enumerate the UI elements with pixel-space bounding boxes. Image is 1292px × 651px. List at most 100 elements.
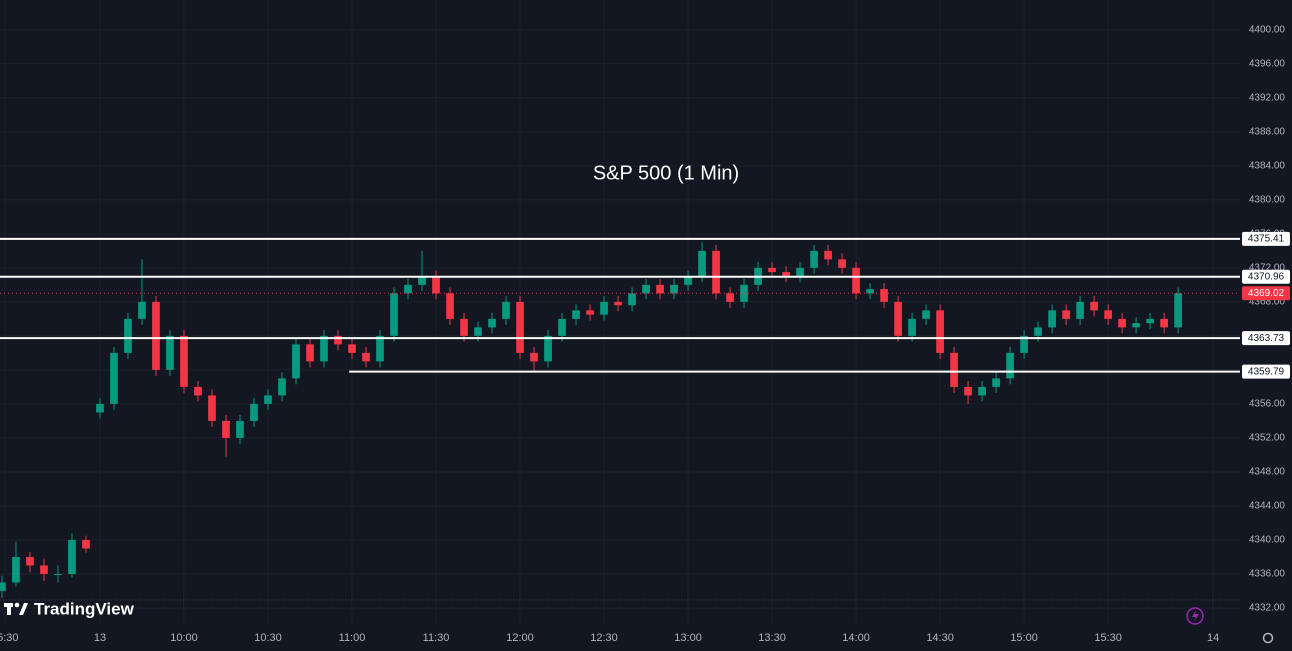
candle-body — [964, 386, 972, 396]
candle-body — [348, 344, 356, 353]
candle-body — [264, 395, 272, 404]
level-label-box — [1242, 269, 1290, 284]
x-tick-label: 12:30 — [590, 632, 618, 644]
candle-body — [614, 301, 622, 306]
candle-body — [768, 267, 776, 273]
candle-body — [12, 556, 20, 583]
candle-body — [334, 335, 342, 345]
candle-body — [292, 344, 300, 379]
candle-body — [96, 403, 104, 413]
x-tick-label: 14:30 — [926, 632, 954, 644]
overlay: 4332.00 4336.00 4340.00 4344.00 4348.00 4352.… — [0, 24, 1290, 644]
y-tick-label: 4348.00 — [1249, 467, 1286, 478]
candle-body — [376, 335, 384, 362]
candle-body — [194, 386, 202, 396]
candle-body — [1048, 310, 1056, 328]
candle-body — [446, 293, 454, 319]
level-label: 4375.41 — [1248, 234, 1285, 245]
lightning-icon[interactable] — [1186, 607, 1204, 625]
x-tick-label: 13:00 — [674, 632, 702, 644]
candle-body — [544, 335, 552, 362]
candle-body — [810, 250, 818, 268]
level-label: 4370.96 — [1248, 271, 1285, 282]
x-tick-label: 13:30 — [758, 632, 786, 644]
candle-body — [278, 378, 286, 396]
x-tick-label: 14:00 — [842, 632, 870, 644]
candle-body — [1104, 310, 1112, 319]
candle-body — [1118, 318, 1126, 328]
candle-body — [782, 272, 790, 277]
x-tick-label: 15:30 — [0, 632, 19, 644]
y-tick-label: 4392.00 — [1249, 92, 1286, 103]
candle-body — [572, 310, 580, 319]
candle-body — [180, 335, 188, 387]
candle-body — [684, 276, 692, 285]
logo: TradingView — [4, 599, 135, 618]
logo-mark — [7, 603, 11, 615]
x-tick-label: 11:00 — [339, 632, 366, 644]
y-tick-label: 4344.00 — [1249, 501, 1286, 512]
candle-body — [418, 276, 426, 285]
candle-body — [894, 301, 902, 336]
x-tick-label: 10:00 — [170, 632, 198, 644]
x-tick-label: 12:00 — [506, 632, 534, 644]
candle-body — [474, 327, 482, 336]
level-label-box — [1242, 331, 1290, 346]
chart-title: S&P 500 (1 Min) — [593, 162, 739, 184]
candle-body — [670, 284, 678, 294]
last-price-box — [1242, 286, 1290, 301]
candle-body — [54, 573, 62, 575]
candle-body — [824, 250, 832, 260]
candle-body — [642, 284, 650, 294]
candle-body — [40, 565, 48, 574]
candle-body — [236, 420, 244, 438]
candle-body — [530, 352, 538, 362]
candle-body — [362, 352, 370, 362]
y-tick-label: 4336.00 — [1249, 569, 1286, 580]
candle-body — [68, 539, 76, 574]
settings-icon[interactable] — [1262, 632, 1274, 644]
candle-body — [488, 318, 496, 328]
logo-mark — [14, 602, 20, 608]
candle-body — [1034, 327, 1042, 336]
y-tick-label: 4356.00 — [1249, 399, 1286, 410]
candle-body — [1160, 318, 1168, 328]
y-tick-label: 4388.00 — [1249, 126, 1286, 137]
level-label: 4363.73 — [1248, 333, 1285, 344]
candle-body — [852, 267, 860, 294]
candle-body — [1132, 323, 1140, 328]
last-price-label: 4369.02 — [1248, 288, 1285, 299]
candle-body — [600, 301, 608, 315]
candle-body — [404, 284, 412, 294]
y-tick-label: 4332.00 — [1249, 603, 1286, 614]
candle-body — [698, 250, 706, 277]
candle-body — [586, 310, 594, 315]
candle-body — [628, 293, 636, 306]
candle-body — [880, 289, 888, 302]
candle-body — [250, 403, 258, 421]
candle-body — [908, 318, 916, 336]
candle-body — [1146, 318, 1154, 324]
candle-body — [516, 301, 524, 353]
candle-body — [432, 276, 440, 294]
candle-body — [838, 259, 846, 268]
candle-body — [502, 301, 510, 319]
candle-body — [124, 318, 132, 353]
x-tick-label: 10:30 — [254, 632, 282, 644]
candle-body — [992, 378, 1000, 387]
candle-body — [26, 556, 34, 566]
y-tick-label: 4368.00 — [1249, 297, 1286, 308]
y-tick-label: 4400.00 — [1249, 24, 1286, 35]
candle-body — [152, 301, 160, 370]
x-tick-label: 15:30 — [1094, 632, 1122, 644]
y-tick-label: 4384.00 — [1249, 160, 1286, 171]
candle-body — [1090, 301, 1098, 311]
candle-body — [1174, 293, 1182, 328]
level-label-box — [1242, 364, 1290, 379]
candle-body — [936, 310, 944, 353]
y-tick-label: 4352.00 — [1249, 433, 1286, 444]
x-tick-label: 15:00 — [1010, 632, 1038, 644]
candle-body — [726, 293, 734, 302]
